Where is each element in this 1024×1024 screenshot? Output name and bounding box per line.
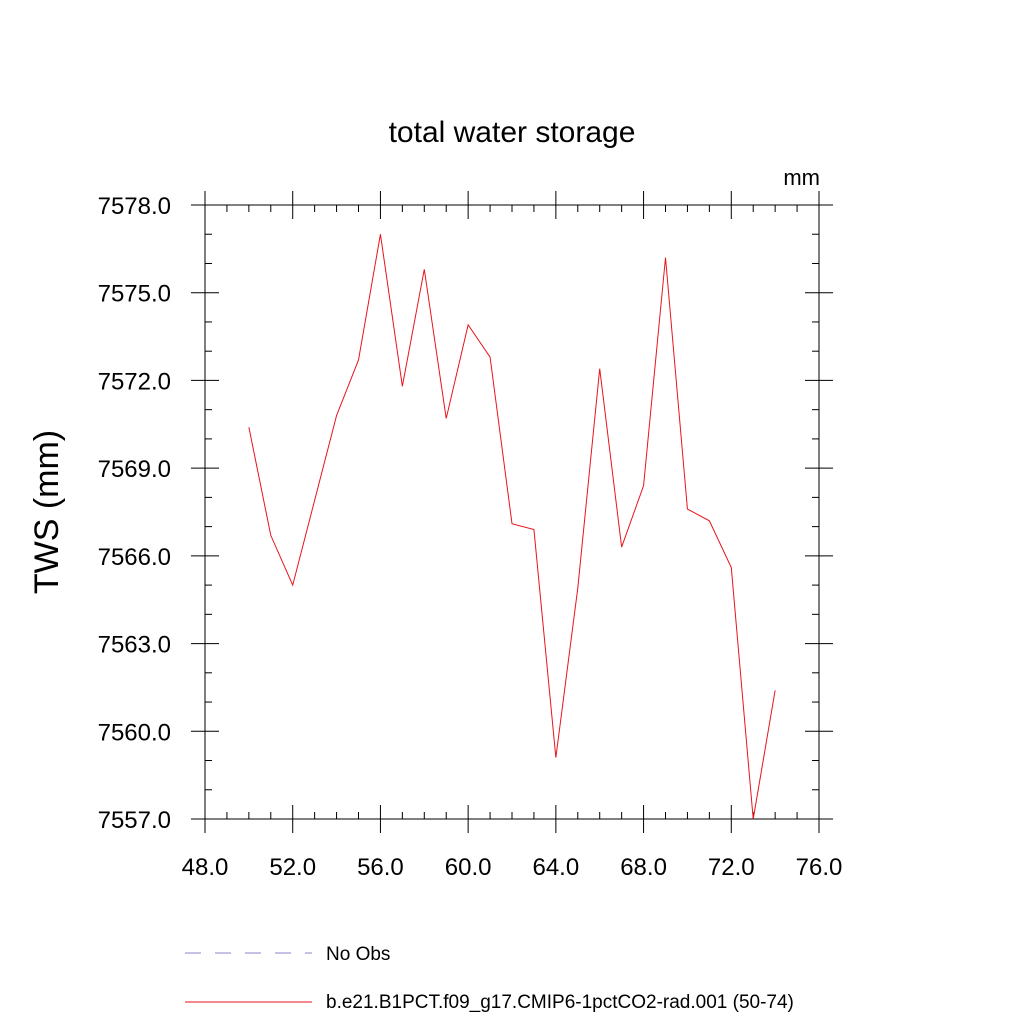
y-tick-label: 7578.0 bbox=[98, 193, 171, 220]
y-tick-label: 7569.0 bbox=[98, 456, 171, 483]
x-tick-label: 68.0 bbox=[620, 854, 667, 881]
x-tick-label: 76.0 bbox=[796, 854, 843, 881]
x-tick-label: 48.0 bbox=[182, 854, 229, 881]
y-tick-label: 7566.0 bbox=[98, 544, 171, 571]
y-tick-label: 7563.0 bbox=[98, 632, 171, 659]
major-ticks bbox=[191, 191, 833, 833]
units-label: mm bbox=[783, 165, 820, 190]
y-tick-labels: 7557.0 7560.0 7563.0 7566.0 7569.0 7572.0 7575… bbox=[98, 193, 171, 834]
legend-label-model-run: b.e21.B1PCT.f09_g17.CMIP6-1pctCO2-rad.00… bbox=[326, 992, 794, 1013]
legend-item-model-run: b.e21.B1PCT.f09_g17.CMIP6-1pctCO2-rad.00… bbox=[185, 992, 794, 1013]
x-tick-label: 72.0 bbox=[708, 854, 755, 881]
chart-title: total water storage bbox=[389, 116, 636, 149]
y-tick-label: 7557.0 bbox=[98, 807, 171, 834]
series-lines bbox=[248, 234, 776, 820]
legend-label-no-obs: No Obs bbox=[326, 944, 390, 965]
y-tick-label: 7560.0 bbox=[98, 719, 171, 746]
plot-frame bbox=[204, 204, 820, 820]
legend-item-no-obs: No Obs bbox=[185, 944, 390, 965]
x-tick-label: 56.0 bbox=[357, 854, 404, 881]
y-axis-label: TWS (mm) bbox=[28, 430, 66, 594]
y-tick-label: 7572.0 bbox=[98, 368, 171, 395]
series-line-1 bbox=[248, 234, 776, 820]
legend: No Obs b.e21.B1PCT.f09_g17.CMIP6-1pctCO2… bbox=[185, 944, 794, 1013]
x-tick-label: 60.0 bbox=[445, 854, 492, 881]
y-tick-label: 7575.0 bbox=[98, 281, 171, 308]
x-tick-labels: 48.0 52.0 56.0 60.0 64.0 68.0 72.0 76.0 bbox=[182, 854, 843, 881]
minor-ticks bbox=[205, 205, 819, 819]
x-tick-label: 64.0 bbox=[532, 854, 579, 881]
x-tick-label: 52.0 bbox=[269, 854, 316, 881]
